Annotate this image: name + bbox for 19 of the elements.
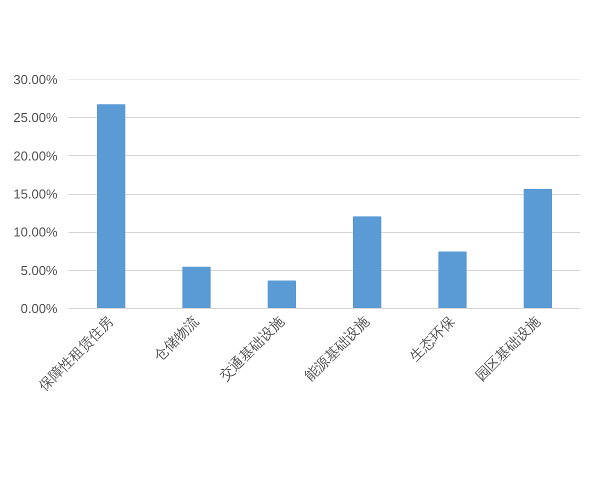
bar xyxy=(182,266,211,308)
x-tick-label: 交通基础设施 xyxy=(216,314,288,385)
bar xyxy=(353,216,382,308)
x-tick-label: 仓储物流 xyxy=(151,314,202,365)
x-tick-label: 生态环保 xyxy=(407,314,458,365)
x-tick-label: 能源基础设施 xyxy=(302,314,373,385)
bar xyxy=(268,280,296,308)
bar xyxy=(438,252,467,308)
y-tick-label: 10.00% xyxy=(13,224,58,240)
y-tick-label: 0.00% xyxy=(20,301,58,316)
bar xyxy=(524,188,552,308)
y-tick-label: 5.00% xyxy=(20,262,58,278)
x-tick-label: 园区基础设施 xyxy=(472,314,544,385)
bar xyxy=(97,104,126,308)
y-tick-label: 20.00% xyxy=(13,148,58,164)
y-tick-label: 30.00% xyxy=(13,72,58,87)
x-tick-label: 保障性租赁住房 xyxy=(36,314,117,394)
y-tick-label: 15.00% xyxy=(13,186,58,202)
y-tick-label: 25.00% xyxy=(13,110,58,126)
